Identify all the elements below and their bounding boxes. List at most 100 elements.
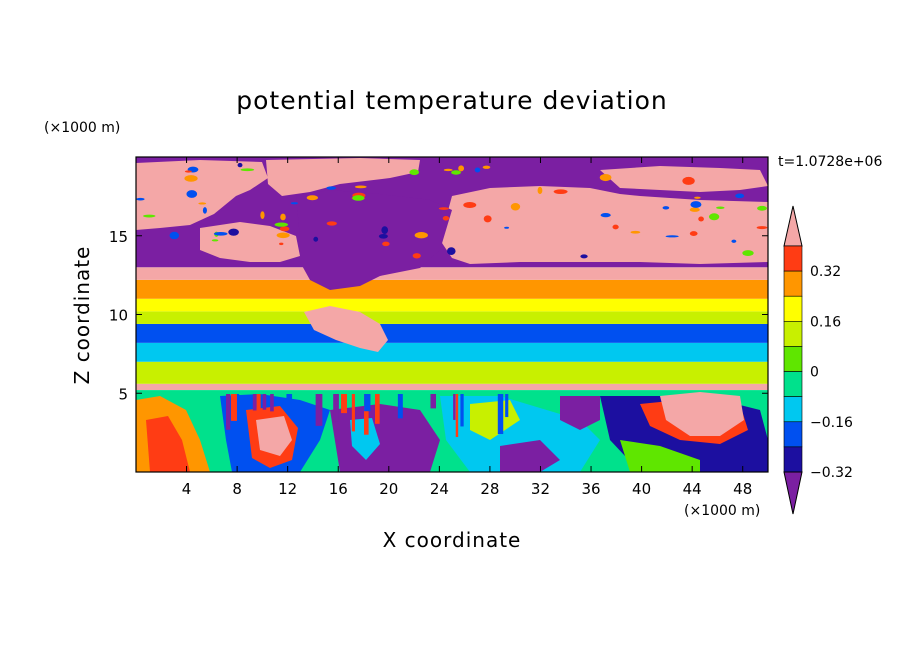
upper-speckle <box>213 231 228 236</box>
lower-plume <box>453 394 456 420</box>
upper-speckle <box>143 214 156 218</box>
y-axis-ticks: 5 10 15 <box>109 228 768 403</box>
upper-speckle <box>240 168 255 172</box>
upper-speckle <box>352 195 365 201</box>
lower-plume <box>341 394 347 414</box>
upper-speckle <box>169 231 180 240</box>
lower-cell-13 <box>620 440 700 472</box>
y-tick-label: 5 <box>118 385 128 403</box>
x-tick-label: 20 <box>379 480 398 498</box>
upper-speckle <box>708 213 720 221</box>
upper-speckle <box>742 250 754 256</box>
upper-speckle <box>630 230 641 234</box>
layer-band-4 <box>136 323 768 343</box>
upper-speckle <box>504 226 510 229</box>
upper-speckle <box>237 162 243 168</box>
upper-speckle <box>409 169 420 176</box>
lower-cell-4 <box>256 416 292 456</box>
colorbar-extend-min <box>783 471 803 515</box>
upper-speckle <box>662 206 670 210</box>
upper-speckle <box>483 215 492 223</box>
lower-plume <box>231 394 237 421</box>
upper-speckle <box>184 170 192 173</box>
upper-high-region-1 <box>266 158 420 196</box>
layer-band-6 <box>136 298 768 312</box>
chart-title: potential temperature deviation <box>236 86 668 115</box>
upper-speckle <box>354 185 367 189</box>
lower-plume <box>374 394 380 424</box>
upper-high-region-2 <box>440 186 768 264</box>
upper-speckle <box>612 224 619 230</box>
lower-cell-9 <box>500 440 560 472</box>
upper-speckle <box>553 189 568 195</box>
x-tick-label: 24 <box>430 480 449 498</box>
colorbar-label: 0 <box>810 365 819 381</box>
x-tick-label: 36 <box>581 480 600 498</box>
upper-speckle <box>279 226 290 232</box>
upper-speckle <box>716 206 725 210</box>
upper-speckle <box>276 232 290 239</box>
upper-speckle <box>442 215 450 221</box>
upper-speckle <box>735 193 745 199</box>
x-tick-label: 4 <box>182 480 192 498</box>
lower-plume <box>256 394 261 418</box>
upper-speckle <box>694 196 701 199</box>
upper-speckle <box>446 247 456 256</box>
layer-band-8 <box>136 267 768 280</box>
upper-speckle <box>290 202 299 205</box>
lower-plume <box>455 394 459 437</box>
colorbar-box <box>783 446 803 473</box>
upper-speckle <box>458 165 465 172</box>
upper-speckle <box>682 176 695 185</box>
upper-speckle <box>698 216 704 222</box>
layer-band-1 <box>136 383 768 391</box>
lower-cell-12 <box>660 392 744 436</box>
upper-speckle <box>378 233 388 239</box>
upper-speckle <box>202 207 207 214</box>
colorbar-box <box>783 321 803 347</box>
layer-band-5 <box>136 311 768 324</box>
y-tick-label: 15 <box>109 228 128 246</box>
upper-speckle <box>580 254 588 259</box>
x-axis-label: X coordinate <box>382 528 522 552</box>
upper-speckle <box>186 190 198 198</box>
lower-plume <box>430 394 437 409</box>
colorbar-label: −0.16 <box>810 415 853 431</box>
lower-plume <box>364 394 369 435</box>
colorbar-box <box>783 421 803 448</box>
upper-speckle <box>313 236 319 242</box>
upper-speckle <box>600 212 611 218</box>
colorbar-box <box>783 396 803 423</box>
upper-high-region-0 <box>136 160 268 230</box>
upper-speckle <box>731 239 737 243</box>
x-tick-label: 48 <box>733 480 752 498</box>
x-tick-label: 16 <box>329 480 348 498</box>
lower-plume <box>505 394 509 418</box>
x-units-label: (×1000 m) <box>684 503 761 519</box>
lower-plume <box>252 394 257 411</box>
upper-speckle <box>198 202 207 205</box>
upper-speckle <box>382 241 390 247</box>
lower-plume <box>497 394 504 435</box>
lower-plume <box>460 394 464 427</box>
upper-speckle <box>757 205 767 211</box>
lower-cell-14 <box>560 396 600 430</box>
upper-speckle <box>306 195 319 201</box>
upper-speckle <box>756 226 768 230</box>
lower-plume <box>262 394 267 410</box>
layer-band-3 <box>136 342 768 362</box>
upper-speckle <box>381 226 389 235</box>
colorbar-label: 0.16 <box>810 314 841 330</box>
upper-speckle <box>412 253 421 259</box>
upper-speckle <box>665 235 679 238</box>
upper-speckle <box>228 228 239 236</box>
x-tick-label: 32 <box>531 480 550 498</box>
colorbar-box <box>783 371 803 397</box>
colorbar-label: 0.32 <box>810 264 841 280</box>
z-units-label: (×1000 m) <box>44 120 121 136</box>
upper-speckle <box>260 211 265 220</box>
lower-plume <box>226 394 231 430</box>
x-tick-label: 12 <box>278 480 297 498</box>
colorbar: 0.32 0.16 0 −0.16 −0.32 <box>783 205 853 515</box>
upper-speckle <box>211 239 219 242</box>
